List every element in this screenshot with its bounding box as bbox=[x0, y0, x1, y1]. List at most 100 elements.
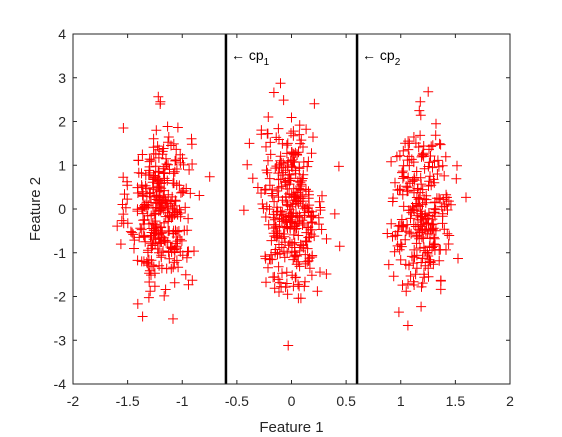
data-point bbox=[127, 227, 138, 238]
data-point bbox=[397, 280, 408, 291]
data-point bbox=[132, 188, 143, 198]
data-point bbox=[136, 180, 147, 191]
data-point bbox=[394, 244, 405, 255]
data-point bbox=[434, 255, 445, 266]
data-point bbox=[163, 189, 174, 200]
data-point bbox=[177, 153, 188, 164]
data-point bbox=[417, 184, 428, 195]
data-point bbox=[429, 207, 440, 218]
data-point bbox=[168, 168, 179, 179]
data-point bbox=[181, 183, 192, 194]
data-point bbox=[263, 112, 274, 122]
data-point bbox=[146, 270, 156, 281]
data-point bbox=[146, 238, 156, 249]
data-point bbox=[280, 165, 291, 176]
y-tick-label: 4 bbox=[58, 26, 66, 42]
data-point bbox=[414, 105, 425, 116]
data-point bbox=[273, 168, 284, 179]
data-point bbox=[312, 286, 323, 297]
data-point bbox=[403, 278, 413, 289]
data-point bbox=[134, 232, 145, 243]
data-point bbox=[137, 311, 148, 322]
data-point bbox=[265, 254, 276, 265]
y-axis-label: Feature 2 bbox=[27, 177, 44, 241]
x-tick-label: 1 bbox=[397, 393, 405, 409]
data-point bbox=[280, 176, 291, 187]
data-point bbox=[146, 155, 157, 166]
data-point bbox=[238, 205, 249, 216]
data-point bbox=[167, 203, 178, 214]
data-point bbox=[178, 185, 189, 196]
data-point bbox=[396, 221, 407, 232]
data-point bbox=[165, 242, 176, 252]
data-point bbox=[149, 268, 160, 279]
data-point bbox=[302, 243, 313, 254]
data-point bbox=[293, 230, 304, 241]
data-point bbox=[290, 168, 301, 179]
data-point bbox=[411, 166, 422, 177]
data-point bbox=[422, 228, 433, 239]
reference-line-label-cp2: ← cp2 bbox=[362, 47, 401, 68]
data-point bbox=[301, 184, 311, 195]
data-point bbox=[308, 132, 318, 143]
data-point bbox=[411, 250, 422, 261]
data-point bbox=[389, 246, 400, 257]
y-tick-label: 3 bbox=[58, 70, 66, 86]
data-point bbox=[421, 218, 432, 229]
data-point bbox=[269, 196, 280, 207]
data-point bbox=[133, 155, 144, 166]
data-point bbox=[265, 137, 276, 148]
data-point bbox=[148, 149, 159, 160]
data-point bbox=[434, 138, 445, 149]
data-point bbox=[417, 211, 428, 222]
data-point bbox=[417, 199, 428, 210]
data-point bbox=[286, 128, 296, 139]
data-point bbox=[282, 289, 293, 300]
data-point bbox=[451, 173, 462, 184]
data-point bbox=[317, 190, 327, 201]
data-point bbox=[163, 216, 174, 227]
data-point bbox=[125, 226, 136, 237]
data-point bbox=[272, 202, 282, 213]
data-point bbox=[307, 250, 318, 261]
data-points bbox=[112, 78, 471, 351]
data-point bbox=[295, 196, 306, 207]
data-point bbox=[408, 258, 419, 269]
data-point bbox=[425, 171, 435, 182]
data-point bbox=[148, 225, 159, 236]
data-point bbox=[408, 276, 419, 287]
data-point bbox=[262, 167, 273, 178]
data-point bbox=[430, 239, 441, 250]
data-point bbox=[168, 313, 178, 324]
data-point bbox=[428, 232, 439, 243]
data-point bbox=[412, 210, 423, 221]
data-point bbox=[144, 167, 155, 178]
data-point bbox=[164, 164, 175, 175]
data-point bbox=[277, 138, 288, 149]
data-point bbox=[416, 301, 427, 312]
x-tick-label: -2 bbox=[67, 393, 80, 409]
y-tick-label: 0 bbox=[58, 201, 66, 217]
data-point bbox=[266, 188, 277, 199]
data-point bbox=[135, 223, 146, 234]
data-point bbox=[284, 204, 295, 215]
data-point bbox=[164, 253, 175, 264]
data-point bbox=[170, 155, 181, 166]
data-point bbox=[315, 205, 326, 216]
data-point bbox=[283, 240, 294, 251]
data-point bbox=[314, 219, 324, 230]
data-point bbox=[156, 237, 167, 247]
data-point bbox=[144, 277, 155, 287]
data-point bbox=[275, 151, 286, 162]
data-point bbox=[404, 227, 415, 238]
data-point bbox=[444, 230, 455, 241]
data-point bbox=[276, 281, 287, 292]
data-point bbox=[194, 190, 205, 201]
data-point bbox=[150, 161, 161, 172]
data-point bbox=[386, 218, 397, 229]
data-point bbox=[143, 254, 154, 265]
y-tick-label: -1 bbox=[54, 245, 67, 261]
data-point bbox=[187, 159, 198, 169]
data-point bbox=[293, 293, 304, 304]
data-point bbox=[403, 144, 414, 155]
